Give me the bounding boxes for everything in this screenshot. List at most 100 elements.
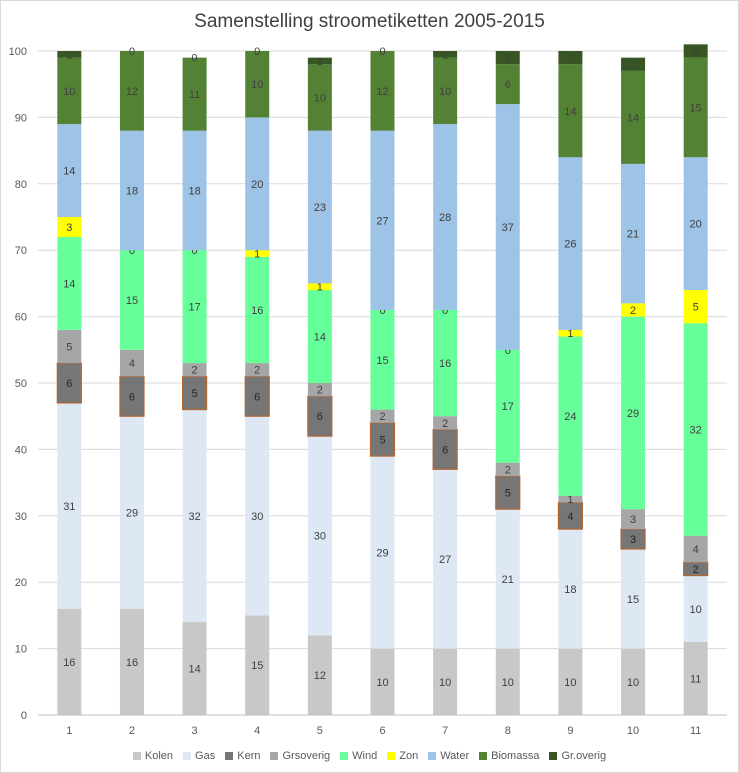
data-label: 6: [66, 378, 72, 390]
data-label: 3: [630, 534, 636, 546]
data-label: 2: [630, 305, 636, 317]
bar-segment-zon: [307, 283, 332, 291]
data-label: 12: [376, 86, 388, 98]
data-label: 4: [567, 511, 573, 523]
data-label: 1: [442, 49, 448, 61]
bar-segment-water: [370, 130, 395, 310]
data-label: 1: [254, 249, 260, 261]
y-tick-label: 40: [15, 444, 27, 456]
bar-segment-kern: [683, 561, 709, 577]
data-label: 29: [126, 507, 138, 519]
bar-segment-wind: [119, 250, 144, 350]
bar-segment-wind: [182, 250, 207, 364]
bar-segment-kolen: [495, 648, 520, 715]
legend-label: Zon: [399, 750, 419, 762]
data-label: 27: [439, 554, 451, 566]
y-tick-label: 50: [15, 378, 27, 390]
bar-segment-water: [57, 124, 82, 217]
data-label: 0: [379, 46, 385, 58]
data-label: 10: [251, 79, 263, 91]
data-label: 10: [502, 677, 514, 689]
data-label: 15: [251, 660, 263, 672]
bar-segment-biomassa: [621, 70, 646, 164]
y-tick-label: 100: [9, 46, 27, 58]
bar-segment-gas: [245, 416, 270, 616]
data-label: 10: [314, 92, 326, 104]
data-label: 10: [564, 677, 576, 689]
data-label: 16: [126, 657, 138, 669]
legend-swatch: [549, 752, 558, 760]
bar-segment-water: [245, 117, 270, 251]
data-label: 2: [693, 564, 699, 576]
data-label: 26: [564, 239, 576, 251]
bar-segment-kolen: [245, 615, 270, 715]
legend-label: Kern: [237, 750, 261, 762]
x-tick-label: 7: [442, 725, 448, 737]
data-label: 16: [63, 657, 75, 669]
legend-label: Water: [440, 750, 470, 762]
data-label: 30: [314, 531, 326, 543]
data-label: 3: [66, 222, 72, 234]
legend-label: Biomassa: [491, 750, 540, 762]
x-tick-label: 6: [379, 725, 385, 737]
bar-segment-water: [433, 124, 458, 310]
bar-segment-gr-overig: [495, 51, 520, 65]
bar-segment-gas: [558, 529, 583, 649]
data-label: 15: [627, 594, 639, 606]
bar-segment-kolen: [57, 608, 82, 715]
bar-segment-gas: [307, 436, 332, 636]
data-label: 17: [188, 302, 200, 314]
bar-segment-kolen: [683, 641, 708, 715]
data-label: 2: [567, 53, 573, 65]
data-label: 32: [188, 511, 200, 523]
legend-item: Kolen: [132, 750, 173, 762]
data-label: 10: [439, 86, 451, 98]
data-label: 1: [317, 56, 323, 68]
data-label: 14: [188, 664, 200, 676]
data-label: 16: [251, 305, 263, 317]
data-label: 2: [192, 365, 198, 377]
bar-segment-wind: [683, 323, 708, 536]
bar-segment-grsoverig: [307, 383, 332, 397]
legend-item: Grsoverig: [270, 750, 330, 762]
data-label: 5: [505, 488, 511, 500]
data-label: 23: [314, 202, 326, 214]
bar-segment-water: [621, 163, 646, 304]
data-label: 14: [63, 278, 75, 290]
bar-segment-water: [307, 130, 332, 284]
legend-label: Gr.overig: [561, 750, 607, 762]
legend-swatch: [387, 752, 396, 760]
bar-segment-grsoverig: [683, 535, 708, 563]
x-tick-label: 2: [129, 725, 135, 737]
data-label: 5: [192, 388, 198, 400]
data-label: 31: [63, 501, 75, 513]
bar-segment-zon: [558, 329, 583, 337]
data-label: 18: [564, 584, 576, 596]
legend-item: Wind: [340, 750, 377, 762]
data-label: 15: [376, 355, 388, 367]
data-label: 12: [314, 670, 326, 682]
data-label: 5: [379, 434, 385, 446]
bar-segment-zon: [621, 303, 646, 317]
legend-item: Gas: [183, 750, 215, 762]
bar-segment-kolen: [558, 648, 583, 715]
data-label: 0: [254, 46, 260, 58]
bar-segment-biomassa: [683, 57, 708, 158]
data-label: 2: [442, 418, 448, 430]
data-label: 14: [314, 332, 326, 344]
bar-segment-biomassa: [119, 51, 144, 131]
bar-segment-gr-overig: [683, 44, 708, 58]
data-label: 10: [439, 677, 451, 689]
bar-segment-kolen: [621, 648, 646, 715]
bar-segment-kern: [181, 375, 208, 411]
data-label: 10: [627, 677, 639, 689]
bar-segment-gr-overig: [57, 51, 82, 58]
data-label: 3: [630, 514, 636, 526]
data-label: 11: [189, 89, 200, 101]
data-label: 10: [376, 677, 388, 689]
bar-segment-biomassa: [182, 57, 207, 131]
bar-segment-gas: [495, 509, 520, 649]
bar-segment-gas: [119, 416, 144, 609]
legend-label: Wind: [352, 750, 378, 762]
